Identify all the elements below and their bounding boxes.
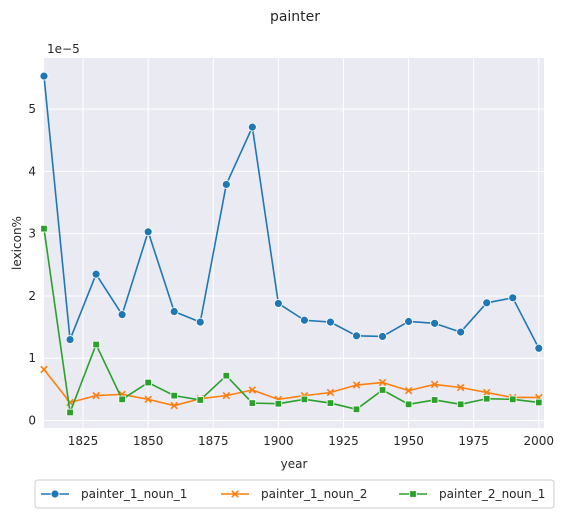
data-point <box>195 317 205 327</box>
data-point <box>409 490 417 498</box>
data-point <box>430 380 439 389</box>
series-line <box>43 368 539 407</box>
data-point <box>222 371 230 380</box>
legend-label: painter_1_noun_1 <box>81 487 187 501</box>
data-point <box>144 395 152 404</box>
data-point <box>352 381 361 389</box>
data-point <box>66 408 74 417</box>
data-point <box>534 343 544 353</box>
data-point <box>300 315 309 325</box>
y-scale-label: 1e−5 <box>47 42 80 56</box>
legend-item: painter_1_noun_2 <box>221 487 367 501</box>
data-point <box>247 122 257 132</box>
x-tick-labels: 1825 1850 1875 1900 1925 1950 1975 2000 <box>68 434 554 448</box>
y-tick-label: 4 <box>28 164 36 178</box>
data-point <box>483 395 491 403</box>
data-point <box>222 391 231 400</box>
data-point <box>509 395 517 404</box>
data-point <box>50 489 60 499</box>
data-point <box>404 317 413 326</box>
data-point <box>378 386 387 394</box>
x-tick-label: 1975 <box>458 434 489 448</box>
data-point <box>143 227 153 237</box>
data-point <box>248 399 257 407</box>
data-point <box>170 391 178 400</box>
x-tick-label: 1950 <box>393 434 424 448</box>
data-point <box>118 395 126 404</box>
y-axis-label: lexicon% <box>10 216 24 270</box>
data-point <box>248 386 257 394</box>
legend-item: painter_1_noun_1 <box>41 487 187 501</box>
data-point <box>430 318 440 328</box>
legend-label: painter_1_noun_2 <box>261 487 367 501</box>
y-tick-label: 1 <box>28 351 36 365</box>
x-tick-label: 1850 <box>133 434 164 448</box>
y-tick-label: 0 <box>28 414 36 428</box>
data-point <box>144 378 152 387</box>
legend: painter_1_noun_1 painter_1_noun_2 painter_… <box>34 479 555 509</box>
data-point <box>39 71 49 81</box>
data-point <box>326 388 335 397</box>
x-tick-label: 1825 <box>68 434 99 448</box>
data-point <box>378 378 387 387</box>
data-point <box>170 401 178 410</box>
data-point <box>352 405 361 414</box>
data-point <box>300 395 309 404</box>
data-point <box>404 400 413 409</box>
series-line <box>43 75 540 349</box>
data-point <box>326 317 335 327</box>
legend-frame <box>34 479 555 509</box>
series-layer <box>39 71 544 417</box>
data-point <box>508 293 518 303</box>
data-point <box>273 299 283 308</box>
x-tick-label: 1875 <box>198 434 229 448</box>
x-tick-label: 2000 <box>524 434 555 448</box>
y-tick-label: 2 <box>28 289 36 303</box>
data-point <box>352 331 361 341</box>
data-point <box>482 298 492 308</box>
data-point <box>274 400 283 408</box>
data-point <box>456 327 466 337</box>
data-point <box>92 391 100 400</box>
data-point <box>91 269 101 279</box>
data-point <box>326 399 335 407</box>
data-point <box>456 383 465 392</box>
legend-label: painter_2_noun_1 <box>439 487 545 501</box>
data-point <box>482 388 491 397</box>
y-tick-label: 3 <box>28 227 36 241</box>
legend-item: painter_2_noun_1 <box>399 487 545 501</box>
y-tick-labels: 0 1 2 3 4 5 <box>28 102 36 427</box>
data-point <box>456 400 465 409</box>
series-painter_2_noun_1 <box>40 224 543 417</box>
data-point <box>65 335 75 344</box>
data-point <box>169 307 179 316</box>
x-tick-label: 1925 <box>328 434 359 448</box>
data-point <box>404 386 413 395</box>
data-point <box>430 396 439 404</box>
data-point <box>535 398 543 407</box>
data-point <box>221 180 231 189</box>
series-painter_1_noun_1 <box>39 71 544 353</box>
data-point <box>117 310 127 320</box>
y-tick-label: 5 <box>28 102 36 116</box>
chart-title: painter <box>270 9 320 25</box>
x-tick-label: 1900 <box>263 434 294 448</box>
data-point <box>378 332 387 341</box>
x-axis-label: year <box>281 457 308 471</box>
data-point <box>196 396 204 404</box>
data-point <box>40 224 48 233</box>
plot-area <box>44 58 544 428</box>
data-point <box>92 340 100 349</box>
series-line <box>43 228 539 414</box>
data-point <box>40 365 48 374</box>
data-point <box>231 490 239 498</box>
